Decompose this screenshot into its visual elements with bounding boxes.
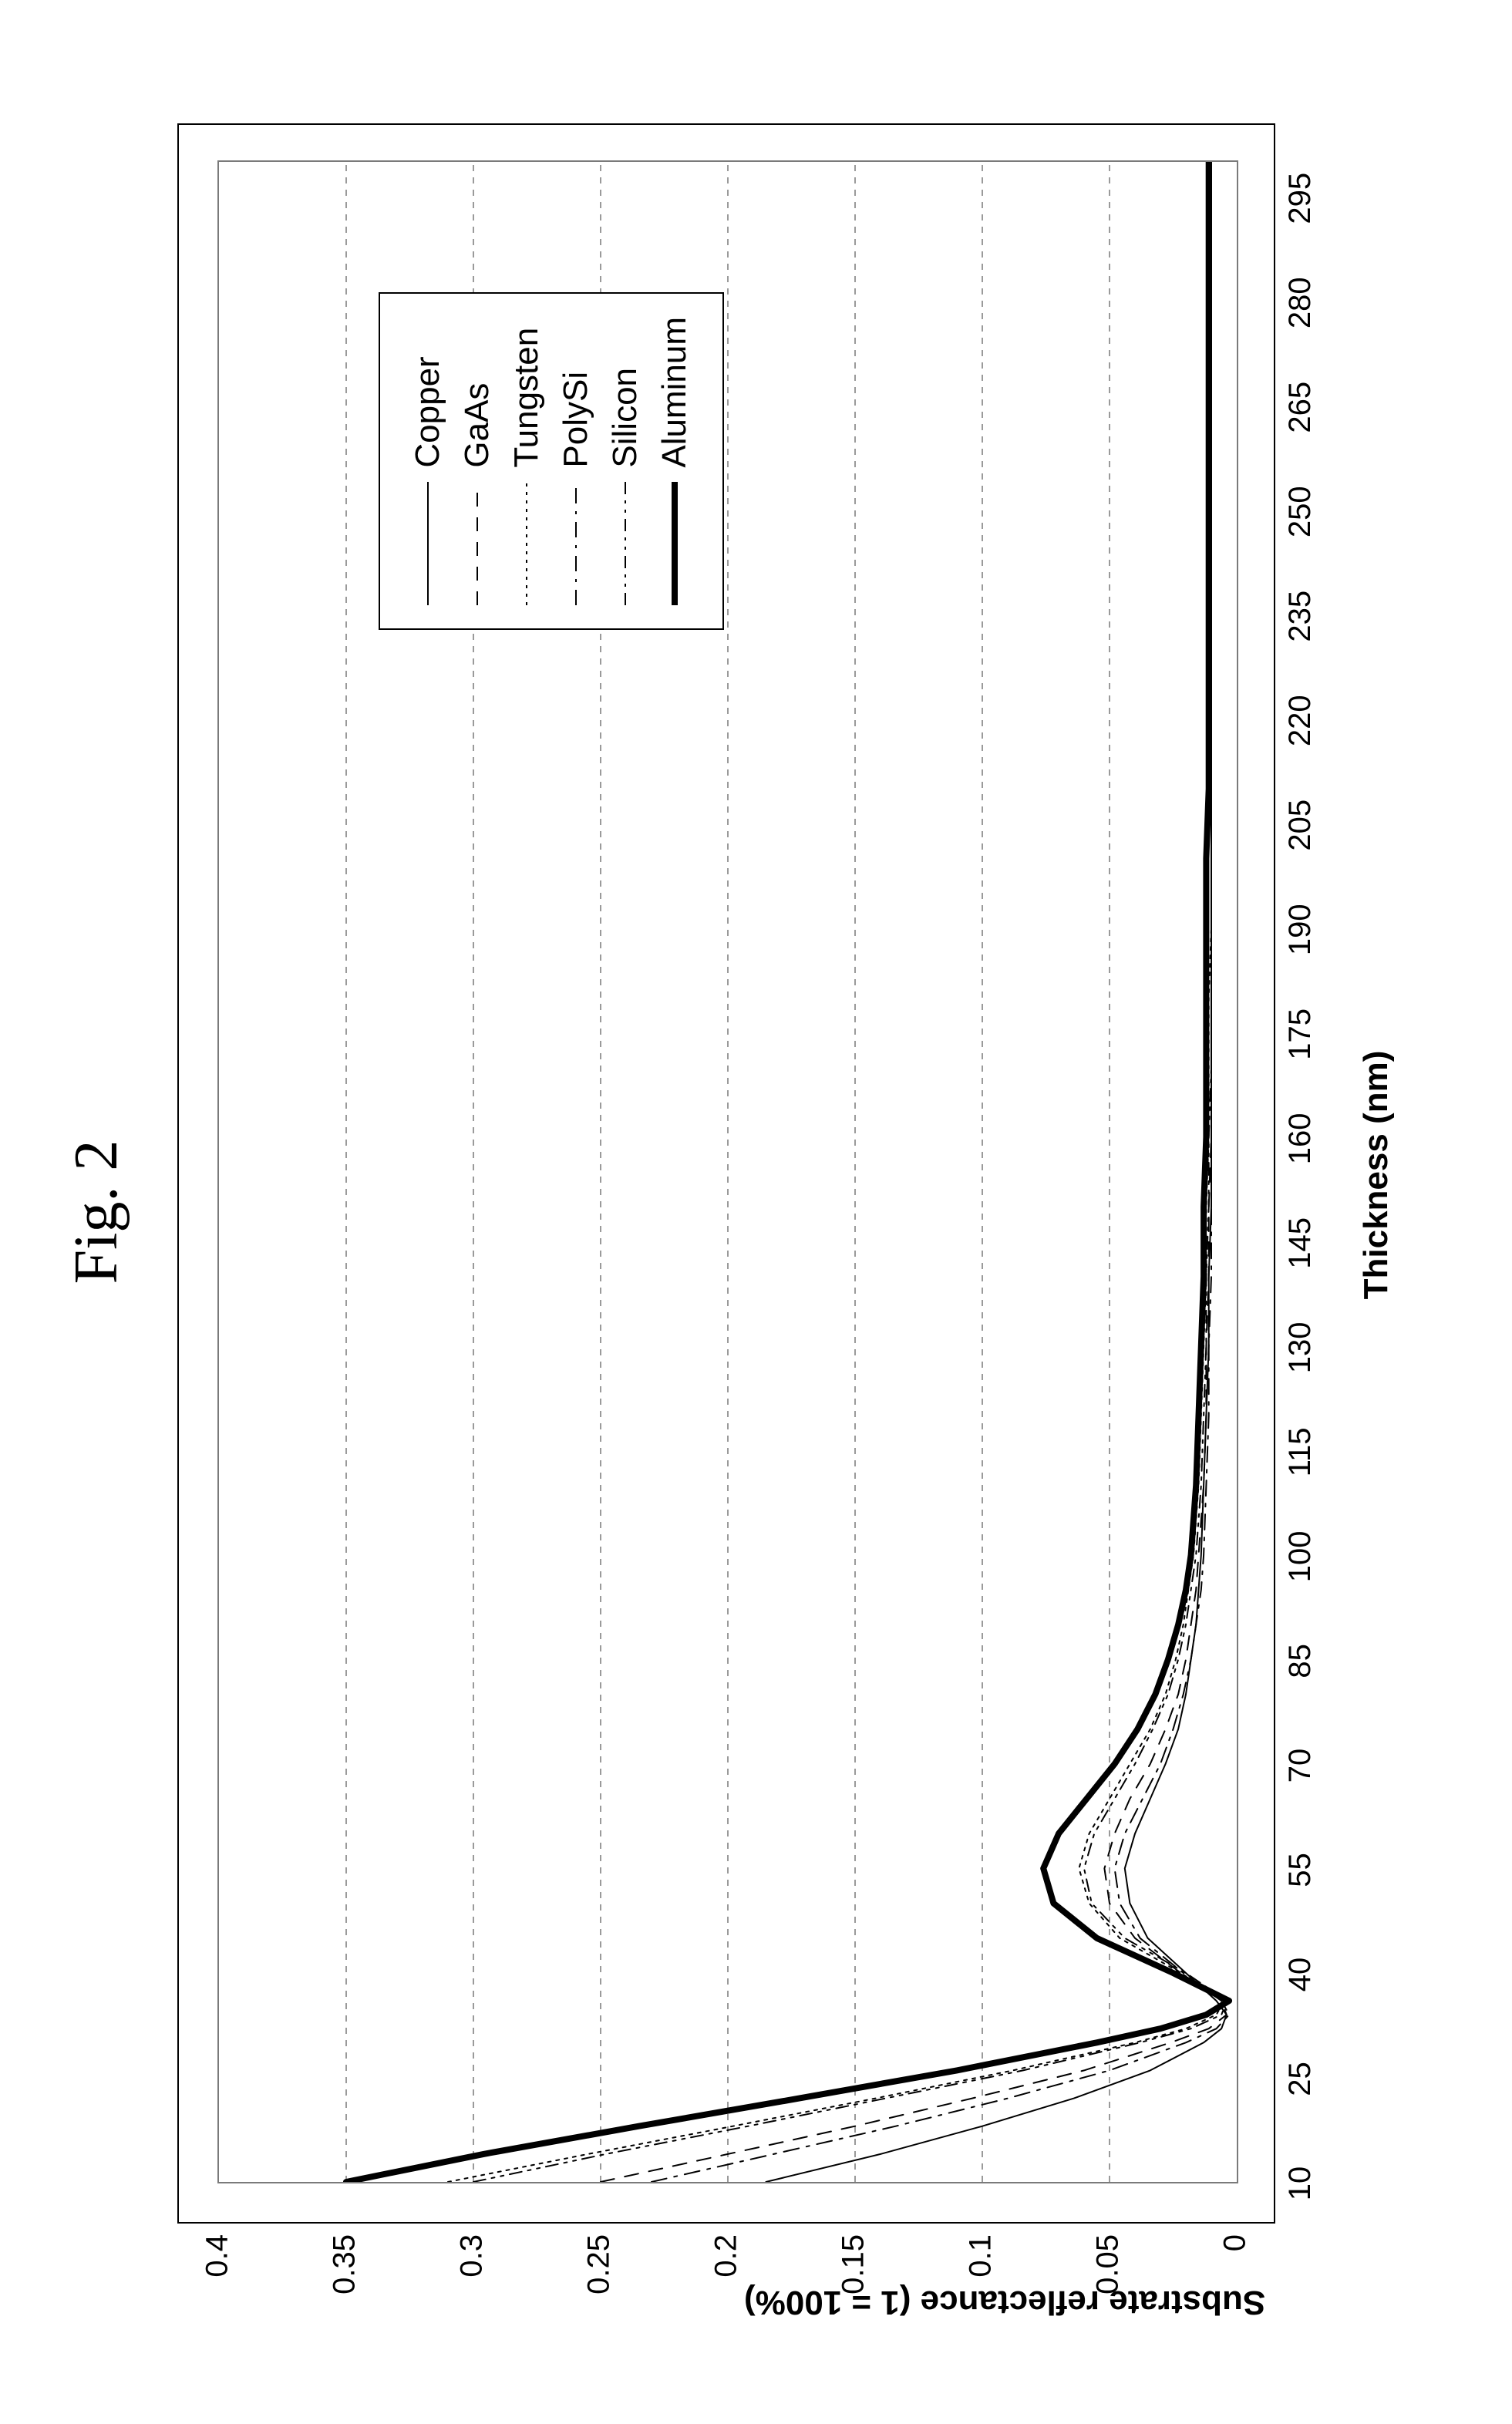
x-tick-label: 220 <box>1274 695 1318 746</box>
legend-label: Copper <box>409 356 447 467</box>
x-axis-title: Thickness (nm) <box>1357 1051 1396 1300</box>
chart-svg <box>219 162 1237 2182</box>
x-tick-label: 250 <box>1274 486 1318 537</box>
legend-label: GaAs <box>458 383 497 468</box>
x-tick-label: 55 <box>1274 1853 1318 1887</box>
series-polysi <box>652 162 1229 2182</box>
x-tick-label: 85 <box>1274 1644 1318 1678</box>
y-tick-label: 0.1 <box>964 2222 998 2278</box>
legend-item-gaas: GaAs <box>453 317 502 605</box>
x-tick-label: 25 <box>1274 2062 1318 2096</box>
chart-outer-border: 00.050.10.150.20.250.30.350.410254055708… <box>177 123 1275 2224</box>
legend-box: Copper GaAs Tungsten PolySi Silicon Aluminum <box>379 292 724 630</box>
x-tick-label: 265 <box>1274 382 1318 433</box>
legend-label: Silicon <box>606 368 645 468</box>
legend-item-polysi: PolySi <box>551 317 601 605</box>
legend-swatch <box>610 482 641 605</box>
y-tick-label: 0.3 <box>455 2222 490 2278</box>
x-tick-label: 235 <box>1274 591 1318 642</box>
x-tick-label: 190 <box>1274 904 1318 955</box>
page: Fig. 2 Substrate reflectance (1 = 100%) … <box>0 0 1512 2424</box>
x-tick-label: 280 <box>1274 277 1318 328</box>
y-tick-label: 0.15 <box>837 2222 871 2294</box>
x-tick-label: 40 <box>1274 1958 1318 1992</box>
legend-label: Tungsten <box>507 328 546 468</box>
legend-label: Aluminum <box>655 317 694 468</box>
y-tick-label: 0 <box>1218 2222 1253 2251</box>
series-copper <box>766 162 1227 2182</box>
x-tick-label: 160 <box>1274 1113 1318 1164</box>
legend-swatch <box>462 482 493 605</box>
x-tick-label: 145 <box>1274 1217 1318 1269</box>
x-tick-label: 130 <box>1274 1322 1318 1374</box>
x-tick-label: 100 <box>1274 1531 1318 1583</box>
legend-item-copper: Copper <box>403 317 453 605</box>
landscape-canvas: Fig. 2 Substrate reflectance (1 = 100%) … <box>0 0 1512 2424</box>
legend-item-tungsten: Tungsten <box>502 317 551 605</box>
y-tick-label: 0.2 <box>709 2222 744 2278</box>
y-tick-label: 0.05 <box>1091 2222 1126 2294</box>
x-tick-label: 205 <box>1274 800 1318 851</box>
legend-swatch <box>561 482 591 605</box>
legend-swatch <box>413 482 443 605</box>
chart-plot-frame <box>217 160 1238 2183</box>
legend-item-aluminum: Aluminum <box>650 317 699 605</box>
legend-item-silicon: Silicon <box>601 317 650 605</box>
x-tick-label: 115 <box>1274 1428 1318 1477</box>
legend-label: PolySi <box>557 372 595 468</box>
figure-title: Fig. 2 <box>62 0 132 2424</box>
x-tick-label: 10 <box>1274 2166 1318 2201</box>
y-tick-label: 0.35 <box>328 2222 362 2294</box>
x-tick-label: 70 <box>1274 1749 1318 1783</box>
x-tick-label: 175 <box>1274 1008 1318 1060</box>
y-axis-title: Substrate reflectance (1 = 100%) <box>744 2283 1265 2321</box>
y-tick-label: 0.4 <box>200 2222 235 2278</box>
legend-swatch <box>511 482 542 605</box>
x-tick-label: 295 <box>1274 173 1318 224</box>
y-tick-label: 0.25 <box>582 2222 617 2294</box>
legend-swatch <box>659 482 690 605</box>
